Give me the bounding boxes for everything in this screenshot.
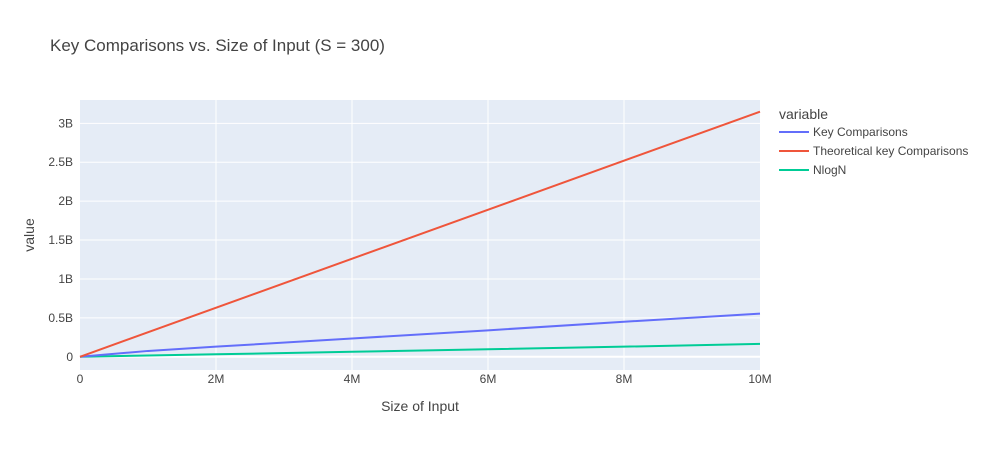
y-tick-label: 1.5B [48,233,73,247]
y-tick-label: 2.5B [48,155,73,169]
legend-item-label[interactable]: Key Comparisons [813,125,908,139]
legend-item-label[interactable]: NlogN [813,163,846,177]
x-tick-label: 0 [77,372,84,386]
series-line-0 [79,312,761,358]
legend-title: variable [779,106,828,122]
y-tick-label: 0.5B [48,311,73,325]
y-axis-title: value [21,218,37,252]
series-line-1 [79,110,761,358]
x-axis-title: Size of Input [381,398,459,414]
x-tick-label: 6M [480,372,497,386]
series-line-2 [79,342,761,358]
gridlines [80,100,760,370]
chart-title: Key Comparisons vs. Size of Input (S = 3… [50,36,385,55]
legend-item-label[interactable]: Theoretical key Comparisons [813,144,968,158]
y-tick-label: 1B [58,272,73,286]
x-tick-label: 10M [748,372,771,386]
legend[interactable]: variable Key Comparisons Theoretical key … [779,106,968,177]
y-tick-label: 0 [66,350,73,364]
series-layer [79,110,761,358]
tick-labels: 0 2M 4M 6M 8M 10M 0 0.5B 1B 1.5B 2B 2.5B 3B [48,116,771,386]
x-tick-label: 2M [208,372,225,386]
x-tick-label: 8M [616,372,633,386]
y-tick-label: 2B [58,194,73,208]
y-tick-label: 3B [58,116,73,130]
x-tick-label: 4M [344,372,361,386]
